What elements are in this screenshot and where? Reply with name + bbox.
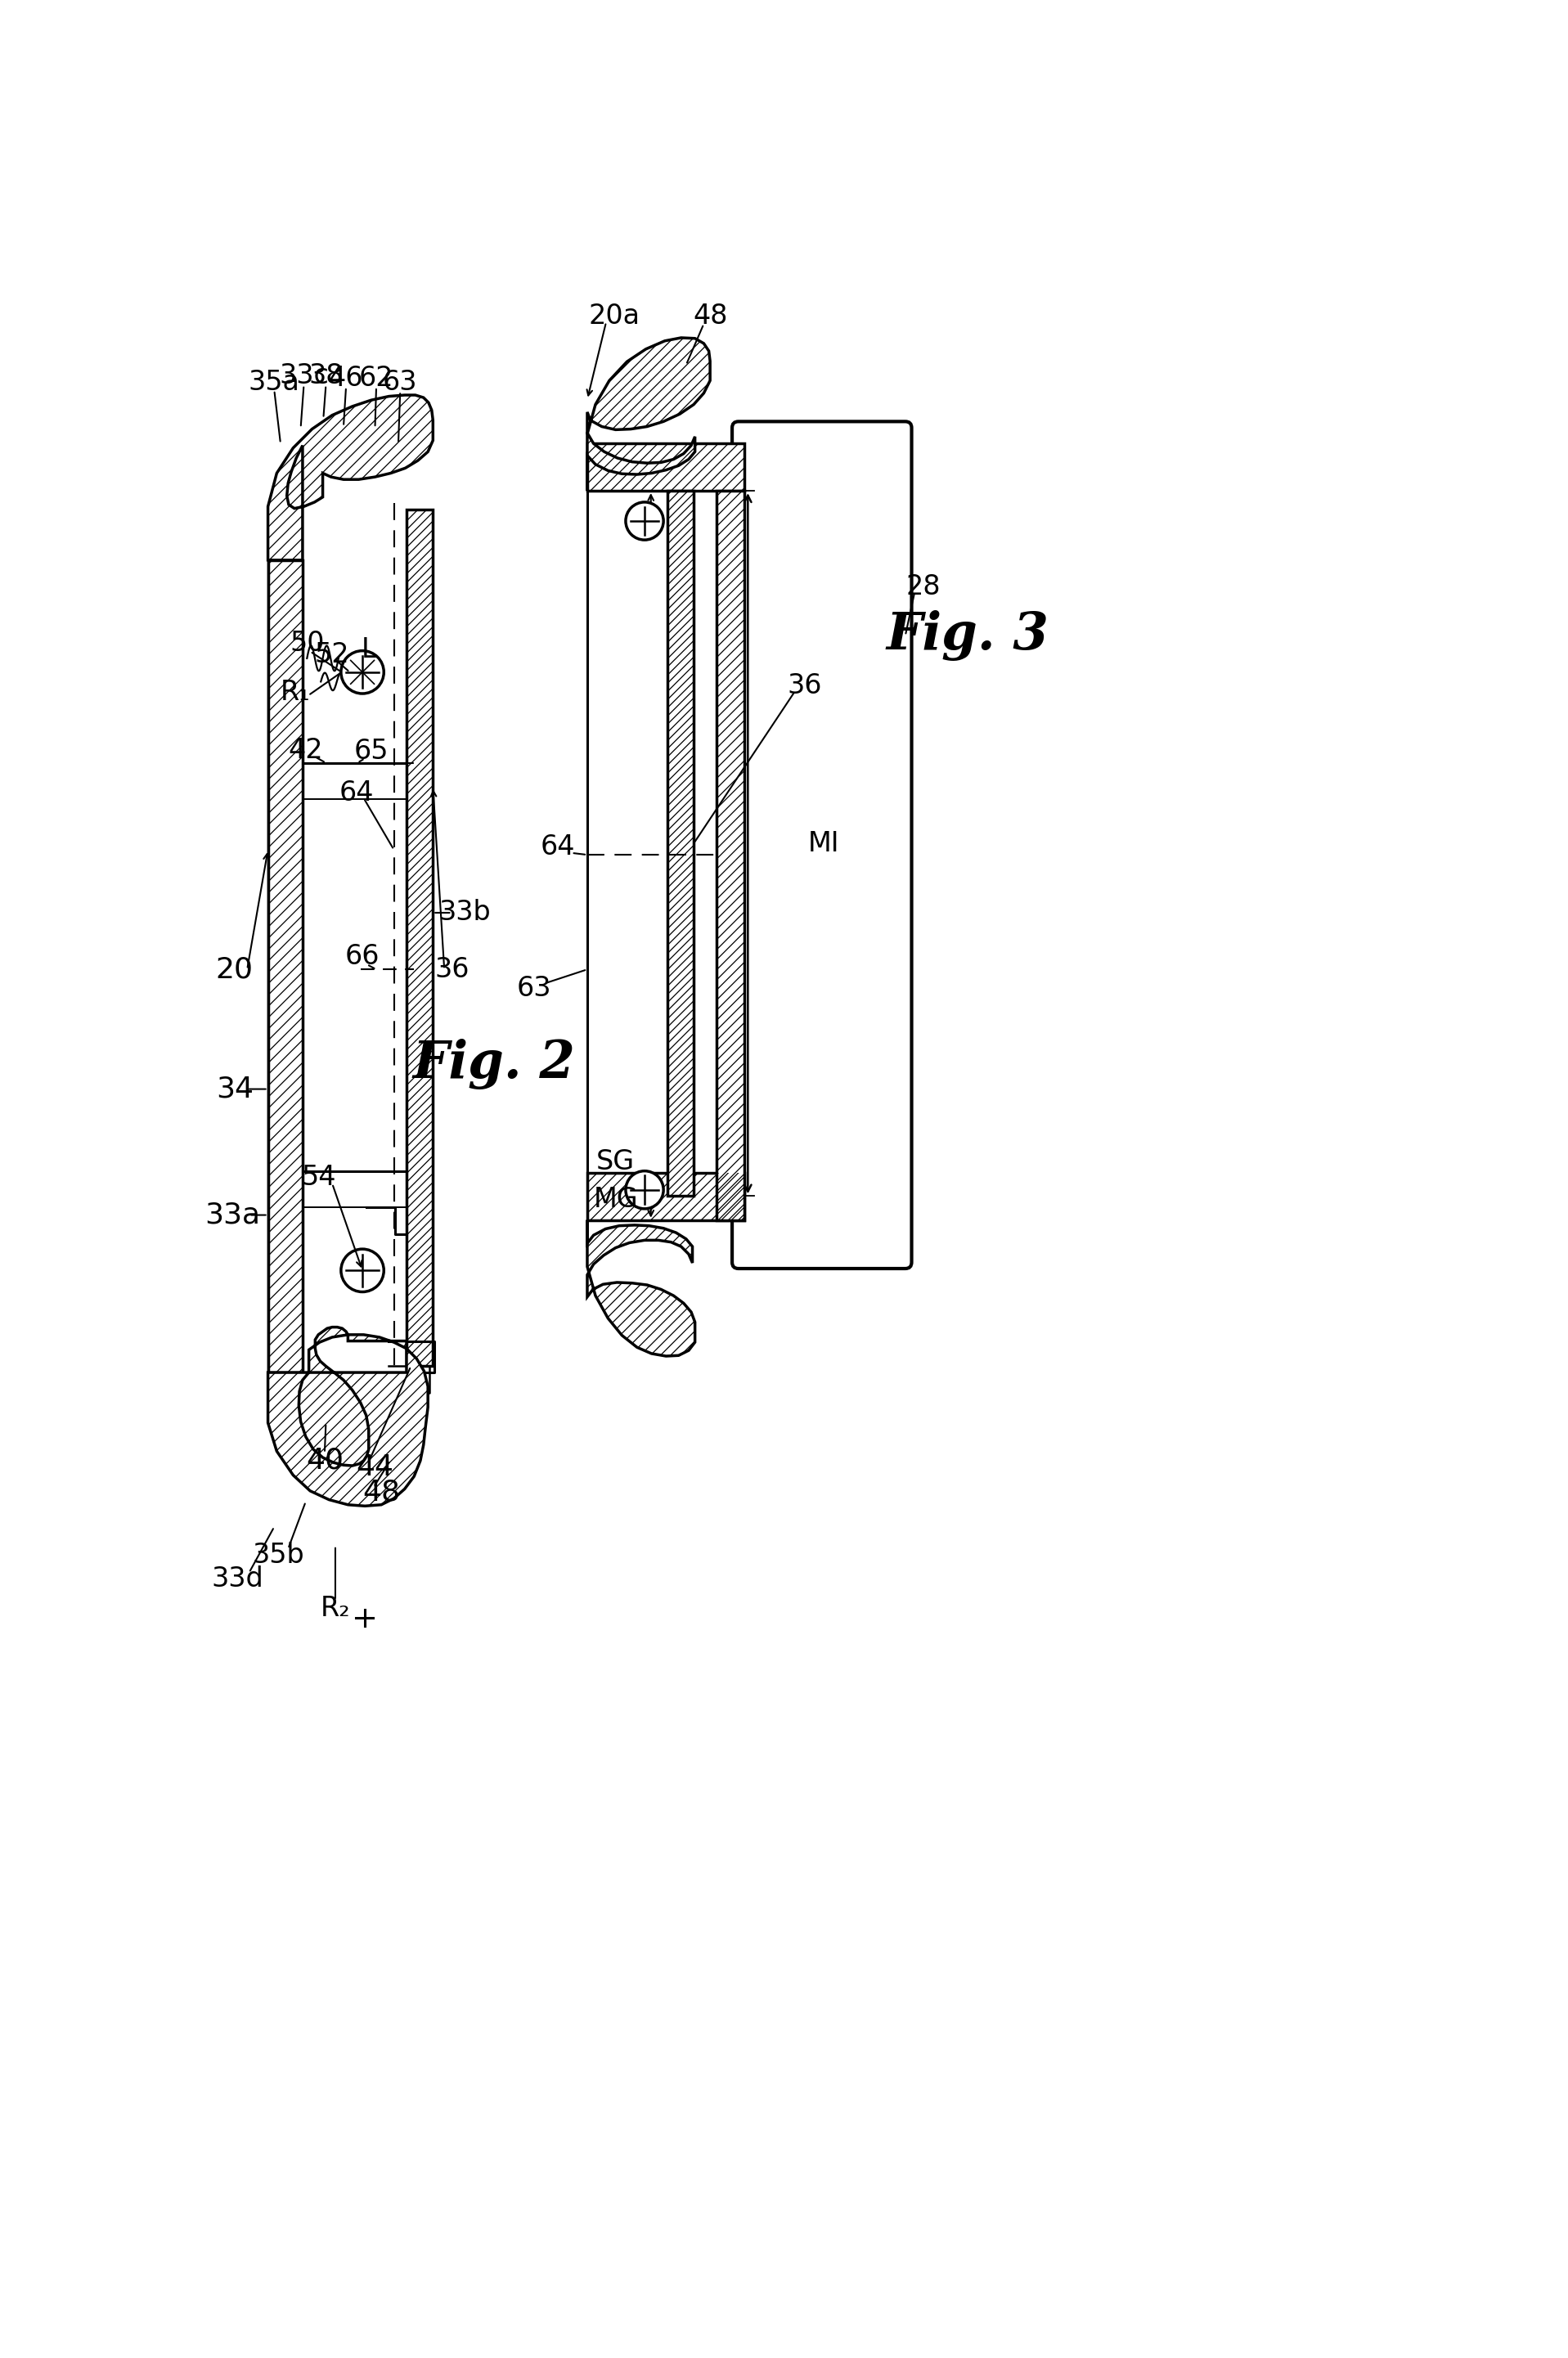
Text: 54: 54 xyxy=(301,1165,336,1191)
Text: 63: 63 xyxy=(383,368,417,396)
Text: 20: 20 xyxy=(216,955,254,983)
Text: 36: 36 xyxy=(434,955,469,983)
Text: 62: 62 xyxy=(359,365,394,391)
Text: 28: 28 xyxy=(906,573,941,599)
Text: 35b: 35b xyxy=(252,1542,304,1568)
Polygon shape xyxy=(588,1172,745,1219)
Text: R₁: R₁ xyxy=(281,679,310,705)
Circle shape xyxy=(340,1250,384,1292)
Text: 38: 38 xyxy=(309,363,343,389)
FancyBboxPatch shape xyxy=(732,422,911,1269)
Text: 65: 65 xyxy=(354,738,389,764)
Circle shape xyxy=(626,502,663,540)
Text: 48: 48 xyxy=(693,302,728,330)
Text: MG: MG xyxy=(593,1186,638,1212)
Polygon shape xyxy=(717,490,745,1219)
Text: 46: 46 xyxy=(329,365,364,391)
Polygon shape xyxy=(588,337,710,490)
Text: 63: 63 xyxy=(516,974,550,1002)
Polygon shape xyxy=(268,396,433,561)
Text: 40: 40 xyxy=(306,1448,343,1474)
Text: 35a: 35a xyxy=(248,368,299,396)
Polygon shape xyxy=(268,561,303,1372)
Polygon shape xyxy=(406,509,433,1365)
Circle shape xyxy=(340,651,384,693)
Text: 34: 34 xyxy=(216,1075,254,1104)
Text: 33b: 33b xyxy=(439,898,491,927)
Text: 64: 64 xyxy=(541,832,575,861)
Text: 20a: 20a xyxy=(588,302,640,330)
Text: 52: 52 xyxy=(315,641,350,667)
Polygon shape xyxy=(588,1219,695,1356)
Text: 44: 44 xyxy=(356,1453,394,1481)
Polygon shape xyxy=(668,490,693,1196)
Circle shape xyxy=(626,1172,663,1210)
Text: 36: 36 xyxy=(787,672,822,700)
Polygon shape xyxy=(588,443,745,490)
Text: L: L xyxy=(361,637,376,663)
Text: 48: 48 xyxy=(362,1478,400,1507)
Text: 42: 42 xyxy=(289,736,323,764)
Text: 33c: 33c xyxy=(279,363,329,389)
Polygon shape xyxy=(268,1328,428,1507)
Text: R₂: R₂ xyxy=(320,1594,350,1622)
Text: 33d: 33d xyxy=(212,1566,263,1592)
Text: 33a: 33a xyxy=(205,1200,260,1229)
Text: SG: SG xyxy=(596,1148,635,1174)
Text: 66: 66 xyxy=(345,943,379,971)
Text: 64: 64 xyxy=(339,780,373,806)
Text: 50: 50 xyxy=(290,630,325,656)
Text: Fig. 2: Fig. 2 xyxy=(412,1038,575,1089)
Text: Fig. 3: Fig. 3 xyxy=(886,611,1049,660)
Text: MI: MI xyxy=(808,830,839,856)
